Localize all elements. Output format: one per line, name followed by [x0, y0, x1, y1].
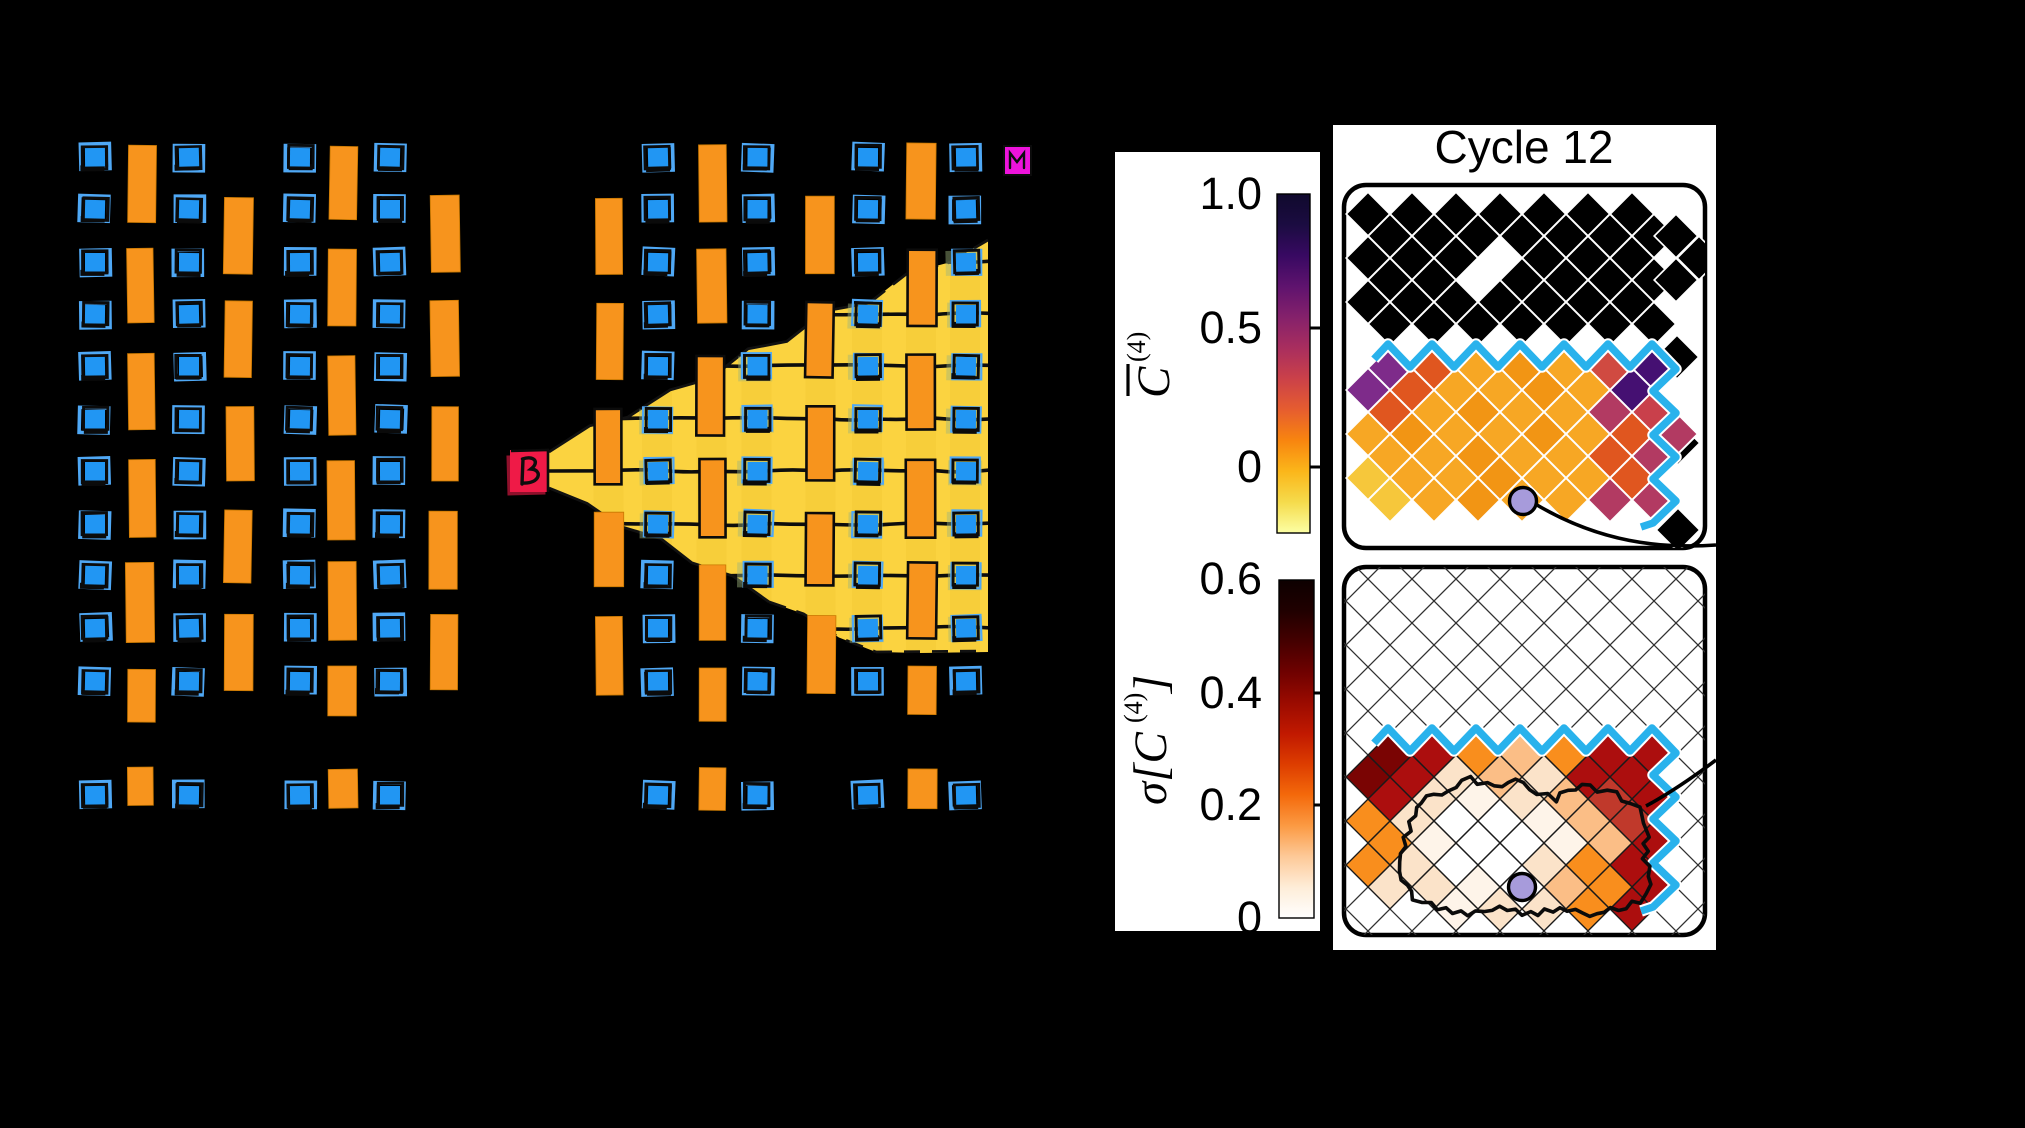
svg-text:0: 0 — [1237, 441, 1262, 492]
svg-text:0.2: 0.2 — [1199, 779, 1262, 830]
svg-text:0: 0 — [1237, 892, 1262, 943]
svg-text:1.0: 1.0 — [1199, 168, 1262, 219]
svg-text:0.6: 0.6 — [1199, 553, 1262, 604]
svg-text:Cycle 12: Cycle 12 — [1435, 121, 1614, 173]
svg-text:]: ] — [1125, 675, 1177, 695]
svg-text:(4): (4) — [1122, 332, 1151, 362]
svg-text:0.5: 0.5 — [1199, 302, 1262, 353]
svg-text:0.4: 0.4 — [1199, 667, 1262, 718]
svg-text:σ[C: σ[C — [1125, 732, 1177, 805]
svg-text:(4): (4) — [1119, 693, 1148, 723]
svg-text:C: C — [1128, 366, 1180, 398]
